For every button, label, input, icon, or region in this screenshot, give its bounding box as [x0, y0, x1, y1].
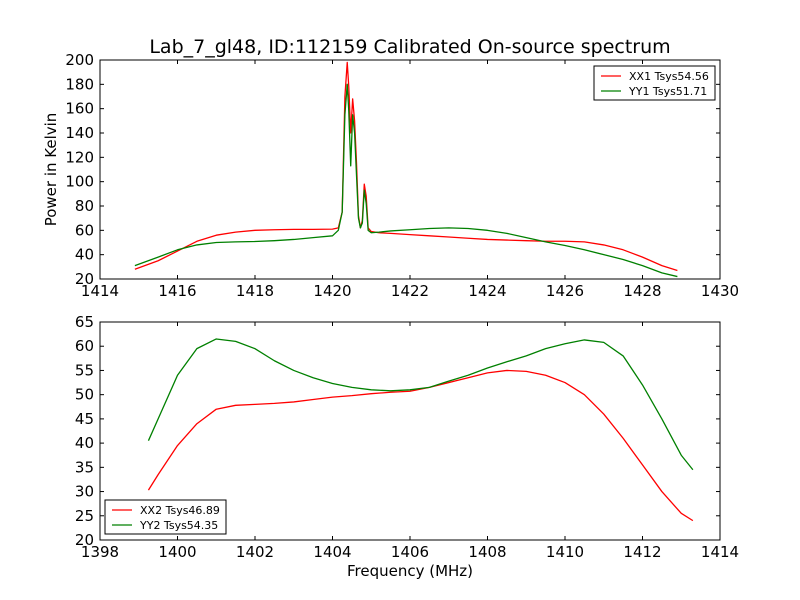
- y-tick-label: 35: [75, 458, 94, 476]
- y-tick-label: 60: [75, 337, 94, 355]
- chart-title: Lab_7_gl48, ID:112159 Calibrated On-sour…: [149, 36, 670, 58]
- series-line-yy: [134, 83, 678, 278]
- x-tick-label: 1430: [701, 282, 739, 300]
- y-tick-label: 40: [75, 246, 94, 264]
- x-axis-title: Frequency (MHz): [347, 562, 473, 580]
- y-tick-label: 20: [75, 270, 94, 288]
- series-line-yy: [147, 338, 694, 471]
- x-tick-label: 1402: [236, 543, 274, 561]
- top-panel: 1414 1416 1418 1420 1422 1424 1426 1428 1430 20 40…: [42, 51, 739, 300]
- x-tick-label: 1412: [623, 543, 661, 561]
- legend: XX1 Tsys54.56 YY1 Tsys51.71: [593, 65, 716, 101]
- legend-entry: YY2 Tsys54.35: [139, 519, 218, 532]
- y-tick-label: 140: [65, 124, 94, 142]
- legend-box: [593, 65, 716, 101]
- x-tick-label: 1404: [313, 543, 351, 561]
- legend: XX2 Tsys46.89 YY2 Tsys54.35: [104, 499, 227, 535]
- y-tick-label: 160: [65, 100, 94, 118]
- x-tick-label: 1422: [391, 282, 429, 300]
- y-tick-label: 200: [65, 51, 94, 69]
- y-tick-label: 40: [75, 434, 94, 452]
- x-tick-label: 1414: [81, 282, 119, 300]
- legend-entry: XX1 Tsys54.56: [629, 70, 709, 83]
- x-tick-label: 1424: [468, 282, 506, 300]
- y-tick-label: 100: [65, 173, 94, 191]
- x-tick-label: 1420: [313, 282, 351, 300]
- x-tick-label: 1426: [546, 282, 584, 300]
- y-tick-label: 30: [75, 483, 94, 501]
- series-line-xx: [147, 369, 694, 522]
- legend-box: [104, 499, 227, 535]
- y-tick-label: 50: [75, 386, 94, 404]
- x-tick-label: 1428: [623, 282, 661, 300]
- x-tick-label: 1418: [236, 282, 274, 300]
- legend-entry: XX2 Tsys46.89: [140, 504, 220, 517]
- y-tick-label: 25: [75, 507, 94, 525]
- bottom-panel: 1398 1400 1402 1404 1406 1408 1410 1412 1414 20 25…: [75, 313, 739, 580]
- y-tick-label: 65: [75, 313, 94, 331]
- legend-entry: YY1 Tsys51.71: [628, 85, 707, 98]
- y-tick-label: 80: [75, 197, 94, 215]
- y-tick-label: 60: [75, 221, 94, 239]
- x-tick-label: 1406: [391, 543, 429, 561]
- x-tick-label: 1408: [468, 543, 506, 561]
- x-tick-label: 1400: [158, 543, 196, 561]
- x-tick-label: 1398: [81, 543, 119, 561]
- y-tick-label: 180: [65, 75, 94, 93]
- y-tick-label: 20: [75, 531, 94, 549]
- x-tick-label: 1414: [701, 543, 739, 561]
- y-tick-label: 120: [65, 148, 94, 166]
- x-tick-label: 1416: [158, 282, 196, 300]
- x-tick-label: 1410: [546, 543, 584, 561]
- y-tick-label: 45: [75, 410, 94, 428]
- y-tick-label: 55: [75, 361, 94, 379]
- y-axis-title: Power in Kelvin: [42, 113, 60, 227]
